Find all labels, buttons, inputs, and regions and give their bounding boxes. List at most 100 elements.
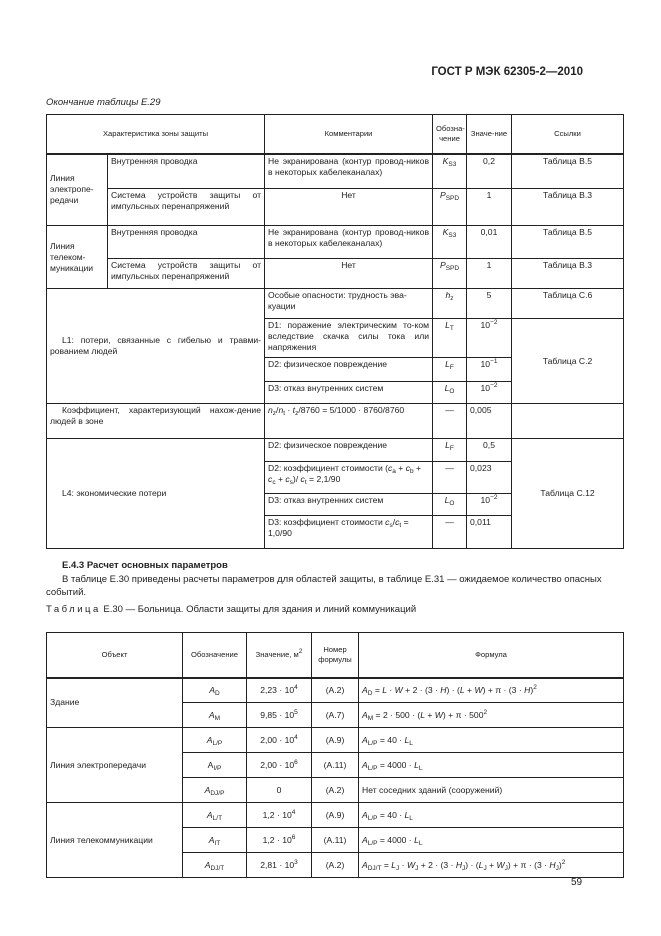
symbol-cell: KS3 bbox=[432, 153, 468, 189]
symbol-cell: LT bbox=[432, 318, 468, 358]
formula-cell: AL/P = 4000 · LL bbox=[358, 752, 624, 778]
formula-number-cell: (А.9) bbox=[311, 802, 359, 828]
document-id-header: ГОСТ Р МЭК 62305-2—2010 bbox=[431, 66, 583, 78]
formula-number-cell: (А.11) bbox=[311, 827, 359, 853]
symbol-cell: AI/P bbox=[182, 752, 247, 778]
formula-number-cell: (А.2) bbox=[311, 852, 359, 878]
reference-cell: Таблица С.6 bbox=[511, 288, 625, 319]
value-cell: 10−1 bbox=[466, 357, 513, 382]
object-cell: Линия электропередачи bbox=[46, 727, 183, 803]
row-group-label: Линия электропе-редачи bbox=[46, 153, 108, 226]
comment-cell: Не экранирована (контур провод-ников в н… bbox=[264, 225, 434, 259]
table-row: Система устройств защиты от импульсных п… bbox=[47, 188, 625, 226]
reference-cell bbox=[511, 403, 625, 439]
formula-number-cell: (А.11) bbox=[311, 752, 359, 778]
formula-cell: AL/P = 40 · LL bbox=[358, 727, 624, 753]
table-row: L4: экономические потери D2: физическое … bbox=[45, 438, 625, 549]
formula-number-cell: (А.9) bbox=[311, 727, 359, 753]
comment-cell: Не экранирована (контур провод-ников в н… bbox=[264, 153, 434, 189]
table-row: D3: коэффициент стоимости cs/ct = 1,0/90… bbox=[47, 515, 624, 549]
value-cell: 10−2 bbox=[466, 381, 513, 404]
value-cell: 0,011 bbox=[466, 515, 513, 549]
symbol-cell: — bbox=[432, 515, 468, 549]
value-cell: 1 bbox=[466, 188, 513, 226]
symbol-cell: AIT bbox=[182, 827, 247, 853]
table-row: Линия телеком-муникации Внутренняя прово… bbox=[46, 225, 625, 289]
column-header: Характеристика зоны защиты bbox=[45, 114, 266, 154]
value-cell: 1,2 · 106 bbox=[246, 827, 312, 853]
item-cell: Система устройств защиты от импульсных п… bbox=[106, 188, 266, 226]
comment-cell: D3: отказ внутренних систем bbox=[264, 493, 434, 516]
table-caption: Таблица Е.30 — Больница. Области защиты … bbox=[46, 604, 416, 615]
comment-cell: Нет bbox=[264, 188, 434, 226]
table-e29: Характеристика зоны защиты Комментарии О… bbox=[45, 114, 625, 549]
row-group-label: L1: потери, связанные с гибелью и травми… bbox=[45, 288, 266, 404]
formula-cell: Нет соседних зданий (сооружений) bbox=[358, 777, 624, 803]
symbol-cell: — bbox=[432, 461, 468, 494]
formula-cell: ADJ/T = LJ · WJ + 2 · (3 · HJ) · (LJ + W… bbox=[358, 852, 624, 878]
table-row: Линия телекоммуникации AL/T 1,2 · 104 (А.9)… bbox=[46, 802, 624, 878]
formula-number-cell: (А.2) bbox=[311, 677, 359, 703]
column-header: Ссылки bbox=[511, 114, 625, 154]
table-row: AI/P 2,00 · 106 (А.11) AL/P = 4000 · LL bbox=[47, 752, 624, 778]
value-cell: 2,00 · 104 bbox=[246, 727, 312, 753]
section-heading: Е.4.3 Расчет основных параметров bbox=[62, 560, 228, 571]
column-header: Обозна-чение bbox=[432, 114, 468, 154]
column-header: Обозначение bbox=[182, 632, 247, 678]
page-number: 59 bbox=[571, 877, 583, 888]
comment-cell: D3: отказ внутренних систем bbox=[264, 381, 434, 404]
symbol-cell: KS3 bbox=[432, 225, 468, 259]
table-row: ADJ/T 2,81 · 103 (А.2) ADJ/T = LJ · WJ + 2 … bbox=[47, 852, 624, 878]
value-cell: 9,85 · 105 bbox=[246, 702, 312, 728]
reference-cell: Таблица В.3 bbox=[511, 188, 625, 226]
value-cell: 10−2 bbox=[466, 493, 513, 516]
table-row: D3: отказ внутренних систем LO 10−2 bbox=[47, 493, 624, 516]
value-cell: 1,2 · 104 bbox=[246, 802, 312, 828]
value-cell: 2,23 · 104 bbox=[246, 677, 312, 703]
value-cell: 5 bbox=[466, 288, 513, 319]
symbol-cell: — bbox=[432, 403, 468, 439]
column-header: Объект bbox=[46, 632, 183, 678]
value-cell: 0,01 bbox=[466, 225, 513, 259]
reference-cell: Таблица С.12 bbox=[511, 438, 625, 549]
formula-cell: AD = L · W + 2 · (3 · H) · (L + W) + π ·… bbox=[358, 677, 624, 703]
value-cell: 1 bbox=[466, 258, 513, 289]
value-cell: 10−2 bbox=[466, 318, 513, 358]
symbol-cell: LF bbox=[432, 438, 468, 462]
table-row: AM 9,85 · 105 (А.7) AM = 2 · 500 · (L + W) … bbox=[47, 702, 624, 728]
symbol-cell: hz bbox=[432, 288, 468, 319]
comment-cell: D2: коэффициент стоимости (ca + cb + cc … bbox=[264, 461, 434, 494]
table-row: D2: физическое повреждение LF 10−1 bbox=[47, 357, 624, 382]
formula-number-cell: (А.2) bbox=[311, 777, 359, 803]
value-cell: 0,005 bbox=[466, 403, 513, 439]
item-cell: Внутренняя проводка bbox=[106, 153, 266, 189]
comment-cell: D2: физическое повреждение bbox=[264, 438, 434, 462]
reference-cell: Таблица В.5 bbox=[511, 225, 625, 259]
value-cell: 0,5 bbox=[466, 438, 513, 462]
table-row: ADJ/P 0 (А.2) Нет соседних зданий (сооружен… bbox=[47, 777, 624, 803]
symbol-cell: PSPD bbox=[432, 258, 468, 289]
table-row: Коэффициент, характеризующий нахож-дение… bbox=[45, 403, 625, 439]
comment-cell: D1: поражение электрическим то-ком вслед… bbox=[264, 318, 434, 358]
value-cell: 0,2 bbox=[466, 153, 513, 189]
table-caption-label: Таблица bbox=[46, 604, 101, 615]
table-row: Линия электропередачи AL/P 2,00 · 104 (А.9)… bbox=[46, 727, 624, 803]
symbol-cell: AL/T bbox=[182, 802, 247, 828]
table-row: Здание AD 2,23 · 104 (А.2) AD = L · W + 2 · … bbox=[46, 677, 624, 728]
value-cell: 2,81 · 103 bbox=[246, 852, 312, 878]
symbol-cell: LO bbox=[432, 493, 468, 516]
symbol-cell: ADJ/T bbox=[182, 852, 247, 878]
formula-cell: AL/P = 4000 · LL bbox=[358, 827, 624, 853]
object-cell: Здание bbox=[46, 677, 183, 728]
table-continuation-caption: Окончание таблицы Е.29 bbox=[46, 97, 161, 108]
reference-cell: Таблица В.5 bbox=[511, 153, 625, 189]
formula-cell: AM = 2 · 500 · (L + W) + π · 5002 bbox=[358, 702, 624, 728]
column-header: Формула bbox=[358, 632, 624, 678]
symbol-cell: PSPD bbox=[432, 188, 468, 226]
formula-number-cell: (А.7) bbox=[311, 702, 359, 728]
value-cell: 2,00 · 106 bbox=[246, 752, 312, 778]
symbol-cell: LF bbox=[432, 357, 468, 382]
comment-cell: Нет bbox=[264, 258, 434, 289]
comment-cell: Особые опасности: трудность эва-куации bbox=[264, 288, 434, 319]
